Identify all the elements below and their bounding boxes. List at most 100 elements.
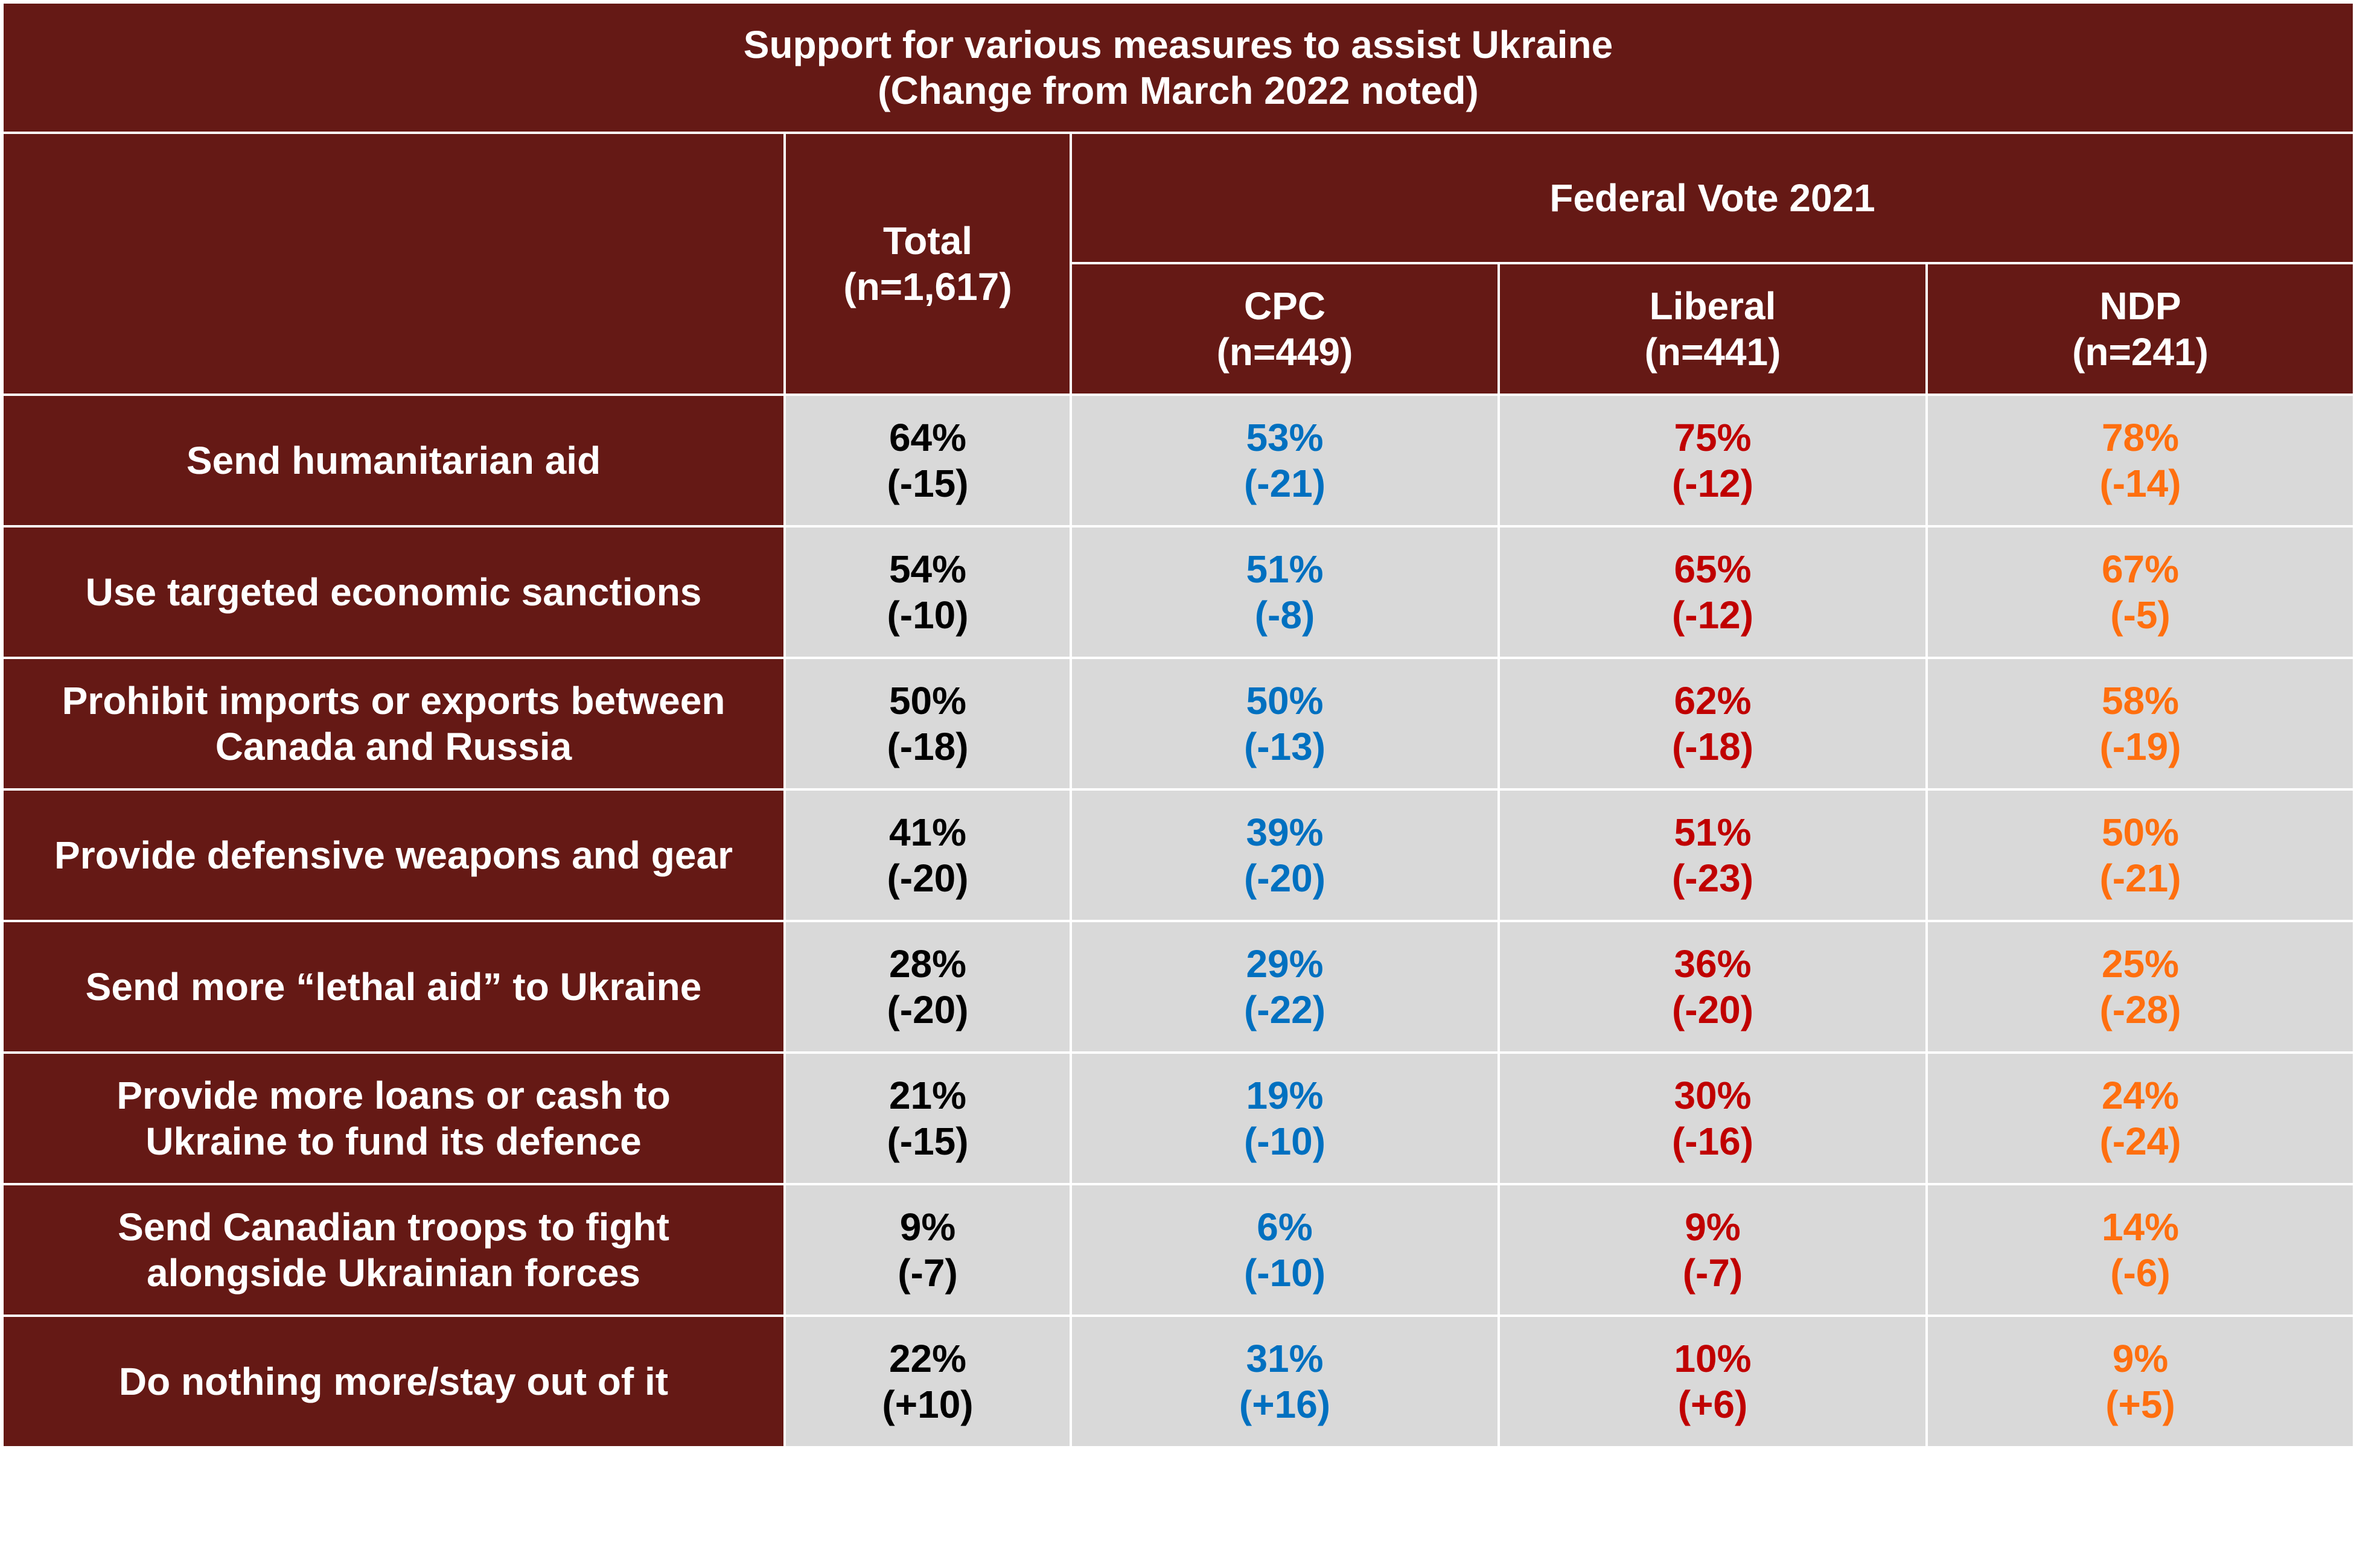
row-label-line: alongside Ukrainian forces bbox=[146, 1251, 641, 1295]
table-row: Prohibit imports or exports between Canad… bbox=[1, 657, 2354, 791]
cell-percent: 53% bbox=[1246, 416, 1324, 459]
cell-change: (-19) bbox=[2099, 725, 2181, 768]
cell-cpc: 19% (-10) bbox=[1070, 1051, 1500, 1185]
row-label-line: Provide more loans or cash to bbox=[116, 1074, 671, 1117]
row-label-header bbox=[1, 132, 786, 396]
cell-change: (-10) bbox=[1243, 1120, 1326, 1163]
cell-change: (-20) bbox=[1671, 988, 1754, 1031]
cell-cpc: 29% (-22) bbox=[1070, 920, 1500, 1054]
cell-percent: 19% bbox=[1246, 1074, 1324, 1117]
cell-change: (-18) bbox=[887, 725, 969, 768]
cell-percent: 65% bbox=[1674, 547, 1752, 591]
cell-percent: 22% bbox=[888, 1337, 967, 1380]
cell-percent: 64% bbox=[888, 416, 967, 459]
cell-change: (-12) bbox=[1671, 593, 1754, 637]
cell-percent: 9% bbox=[899, 1205, 956, 1249]
row-label-line: Do nothing more/stay out of it bbox=[118, 1360, 669, 1403]
cell-total: 21% (-15) bbox=[783, 1051, 1072, 1185]
cell-total: 9% (-7) bbox=[783, 1183, 1072, 1317]
row-label-line: Canada and Russia bbox=[215, 725, 572, 768]
row-label-line: Send more “lethal aid” to Ukraine bbox=[85, 965, 702, 1009]
cell-cpc: 51% (-8) bbox=[1070, 525, 1500, 659]
cell-percent: 14% bbox=[2101, 1205, 2180, 1249]
row-label-line: Prohibit imports or exports between bbox=[62, 679, 726, 722]
table-body: Send humanitarian aid 64% (-15) 53% (-21) 75%… bbox=[1, 394, 2354, 1448]
cell-liberal: 75% (-12) bbox=[1498, 394, 1928, 527]
table-title: Support for various measures to assist U… bbox=[743, 23, 1613, 66]
cell-percent: 50% bbox=[1246, 679, 1324, 722]
cell-liberal: 36% (-20) bbox=[1498, 920, 1928, 1054]
cell-change: (-12) bbox=[1671, 462, 1754, 505]
cell-change: (-13) bbox=[1243, 725, 1326, 768]
row-label: Send more “lethal aid” to Ukraine bbox=[1, 920, 786, 1054]
table-row: Send Canadian troops to fight alongside U… bbox=[1, 1183, 2354, 1317]
cell-change: (-15) bbox=[887, 1120, 969, 1163]
cell-change: (-20) bbox=[1243, 856, 1326, 900]
cell-percent: 29% bbox=[1246, 942, 1324, 986]
column-header-total: Total (n=1,617) bbox=[783, 132, 1072, 396]
cell-liberal: 51% (-23) bbox=[1498, 788, 1928, 922]
column-header-name: CPC bbox=[1243, 284, 1326, 328]
row-label: Send Canadian troops to fight alongside U… bbox=[1, 1183, 786, 1317]
cell-change: (-7) bbox=[1682, 1251, 1743, 1295]
cell-cpc: 50% (-13) bbox=[1070, 657, 1500, 791]
cell-change: (+10) bbox=[882, 1383, 974, 1426]
row-label: Provide more loans or cash to Ukraine to … bbox=[1, 1051, 786, 1185]
cell-percent: 50% bbox=[2101, 811, 2180, 854]
cell-change: (-5) bbox=[2110, 593, 2171, 637]
cell-cpc: 6% (-10) bbox=[1070, 1183, 1500, 1317]
cell-percent: 31% bbox=[1246, 1337, 1324, 1380]
row-label-line: Send humanitarian aid bbox=[186, 439, 601, 482]
cell-change: (-22) bbox=[1243, 988, 1326, 1031]
row-label-line: Provide defensive weapons and gear bbox=[54, 833, 733, 877]
cell-total: 22% (+10) bbox=[783, 1315, 1072, 1448]
cell-change: (-24) bbox=[2099, 1120, 2181, 1163]
cell-change: (-7) bbox=[898, 1251, 958, 1295]
table-row: Provide more loans or cash to Ukraine to … bbox=[1, 1051, 2354, 1185]
cell-percent: 25% bbox=[2101, 942, 2180, 986]
row-label: Send humanitarian aid bbox=[1, 394, 786, 527]
cell-percent: 51% bbox=[1674, 811, 1752, 854]
cell-ndp: 58% (-19) bbox=[1925, 657, 2354, 791]
cell-change: (-14) bbox=[2099, 462, 2181, 505]
cell-cpc: 39% (-20) bbox=[1070, 788, 1500, 922]
cell-total: 41% (-20) bbox=[783, 788, 1072, 922]
column-header-name: Liberal bbox=[1649, 284, 1776, 328]
cell-change: (-21) bbox=[1243, 462, 1326, 505]
cell-percent: 10% bbox=[1674, 1337, 1752, 1380]
column-header-n: (n=441) bbox=[1644, 330, 1781, 374]
row-label-line: Use targeted economic sanctions bbox=[85, 570, 702, 614]
cell-percent: 30% bbox=[1674, 1074, 1752, 1117]
cell-change: (-8) bbox=[1254, 593, 1315, 637]
cell-ndp: 78% (-14) bbox=[1925, 394, 2354, 527]
cell-change: (-15) bbox=[887, 462, 969, 505]
column-header-name: Total bbox=[882, 219, 973, 263]
table-row: Do nothing more/stay out of it 22% (+10) 31… bbox=[1, 1315, 2354, 1448]
cell-total: 64% (-15) bbox=[783, 394, 1072, 527]
table-row: Provide defensive weapons and gear 41% (-2… bbox=[1, 788, 2354, 922]
cell-change: (-21) bbox=[2099, 856, 2181, 900]
cell-change: (-18) bbox=[1671, 725, 1754, 768]
cell-percent: 62% bbox=[1674, 679, 1752, 722]
cell-ndp: 67% (-5) bbox=[1925, 525, 2354, 659]
column-header-n: (n=241) bbox=[2072, 330, 2209, 374]
cell-ndp: 25% (-28) bbox=[1925, 920, 2354, 1054]
cell-liberal: 30% (-16) bbox=[1498, 1051, 1928, 1185]
table-row: Send more “lethal aid” to Ukraine 28% (-20… bbox=[1, 920, 2354, 1054]
cell-percent: 75% bbox=[1674, 416, 1752, 459]
cell-ndp: 14% (-6) bbox=[1925, 1183, 2354, 1317]
cell-change: (-20) bbox=[887, 988, 969, 1031]
column-header-n: (n=1,617) bbox=[843, 265, 1012, 308]
cell-ndp: 50% (-21) bbox=[1925, 788, 2354, 922]
row-label-line: Ukraine to fund its defence bbox=[145, 1120, 642, 1163]
row-label-line: Send Canadian troops to fight bbox=[118, 1205, 669, 1249]
cell-percent: 9% bbox=[2112, 1337, 2169, 1380]
cell-percent: 6% bbox=[1257, 1205, 1313, 1249]
row-label: Do nothing more/stay out of it bbox=[1, 1315, 786, 1448]
column-header-cpc: CPC (n=449) bbox=[1070, 262, 1500, 396]
column-header-n: (n=449) bbox=[1216, 330, 1353, 374]
cell-total: 54% (-10) bbox=[783, 525, 1072, 659]
cell-cpc: 53% (-21) bbox=[1070, 394, 1500, 527]
group-header-federal-vote: Federal Vote 2021 bbox=[1069, 132, 2354, 264]
cell-liberal: 62% (-18) bbox=[1498, 657, 1928, 791]
